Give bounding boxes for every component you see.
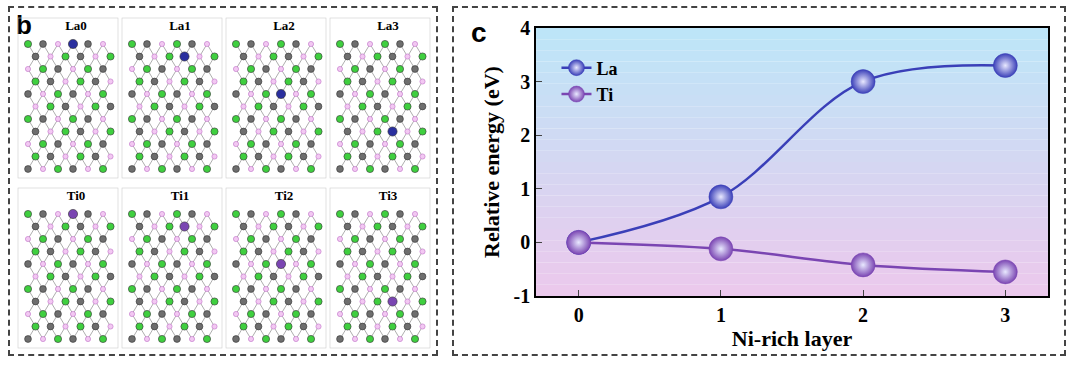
svg-text:-1: -1: [514, 285, 531, 307]
svg-text:Ti0: Ti0: [67, 188, 86, 203]
svg-text:La: La: [596, 59, 617, 79]
svg-text:3: 3: [520, 71, 530, 93]
svg-text:3: 3: [1000, 304, 1010, 326]
svg-text:Ti2: Ti2: [275, 188, 294, 203]
svg-text:La1: La1: [169, 18, 191, 33]
svg-text:2: 2: [858, 304, 868, 326]
svg-text:0: 0: [520, 231, 530, 253]
svg-text:b: b: [16, 10, 32, 40]
svg-text:La2: La2: [273, 18, 295, 33]
svg-text:Relative energy (eV): Relative energy (eV): [479, 66, 504, 258]
svg-text:Ti: Ti: [596, 85, 613, 105]
svg-text:Ti1: Ti1: [171, 188, 190, 203]
svg-text:1: 1: [520, 178, 530, 200]
svg-text:Ni-rich layer: Ni-rich layer: [732, 326, 853, 351]
svg-text:La0: La0: [65, 18, 87, 33]
svg-text:4: 4: [520, 17, 530, 39]
svg-text:0: 0: [574, 304, 584, 326]
svg-text:1: 1: [716, 304, 726, 326]
svg-text:2: 2: [520, 124, 530, 146]
svg-text:Ti3: Ti3: [379, 188, 398, 203]
svg-text:c: c: [471, 17, 487, 48]
svg-text:La3: La3: [377, 18, 399, 33]
